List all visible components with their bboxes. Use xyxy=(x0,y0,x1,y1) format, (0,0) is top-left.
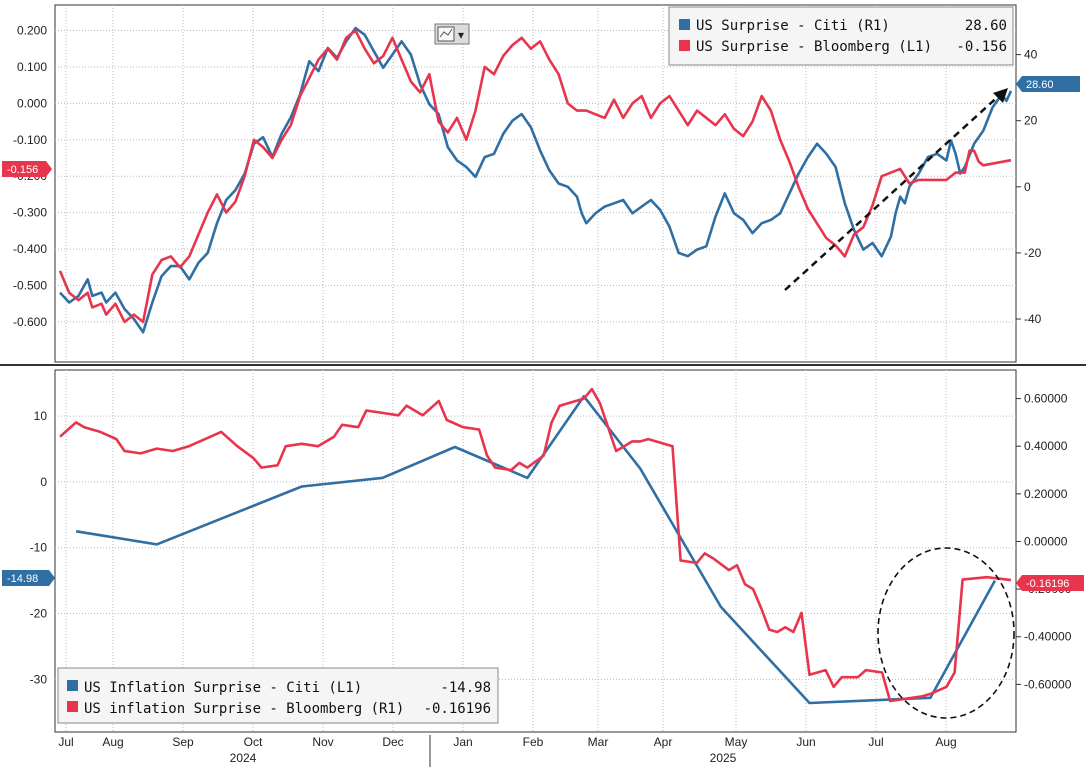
tag-bottom-left: -14.98 xyxy=(2,570,55,586)
trend-arrow xyxy=(784,92,1003,291)
right-axis-tick: 0.40000 xyxy=(1024,439,1068,453)
legend-entry-citi: US Surprise - Citi (R1) xyxy=(696,18,890,34)
month-label: Jul xyxy=(868,735,883,749)
legend-value-inflation-citi: -14.98 xyxy=(440,680,491,696)
highlight-ellipse xyxy=(877,547,1015,719)
series-line-0-0 xyxy=(59,26,1013,334)
right-axis-tick: 0 xyxy=(1024,180,1031,194)
series-line-1-1 xyxy=(59,387,1012,703)
month-label: Mar xyxy=(588,735,609,749)
right-axis-tick: -0.60000 xyxy=(1024,677,1072,691)
month-label: Nov xyxy=(312,735,333,749)
left-axis-tick: 0.100 xyxy=(17,60,47,74)
legend-entry-bloomberg: US Surprise - Bloomberg (L1) xyxy=(696,39,932,55)
svg-text:-0.16196: -0.16196 xyxy=(1026,578,1069,590)
right-axis-tick: -0.40000 xyxy=(1024,630,1072,644)
tag-bottom-right: -0.16196 xyxy=(1016,575,1084,591)
left-axis-tick: -10 xyxy=(30,541,48,555)
month-label: Aug xyxy=(102,735,123,749)
left-axis-tick: -30 xyxy=(30,672,48,686)
month-label: Jun xyxy=(796,735,815,749)
top-legend: US Surprise - Citi (R1) 28.60 US Surpris… xyxy=(668,6,1014,66)
right-axis-tick: -20 xyxy=(1024,246,1042,260)
legend-value-citi: 28.60 xyxy=(965,18,1007,34)
series-line-0-1 xyxy=(58,29,1012,324)
svg-text:-14.98: -14.98 xyxy=(7,573,38,585)
legend-value-inflation-bloomberg: -0.16196 xyxy=(424,701,491,717)
month-label: Jul xyxy=(58,735,73,749)
left-axis-tick: -0.100 xyxy=(13,133,47,147)
trend-arrowhead xyxy=(993,88,1008,103)
panel-frame-0 xyxy=(54,4,1017,363)
year-label: 2025 xyxy=(710,751,737,765)
svg-text:▾: ▾ xyxy=(458,28,464,42)
right-axis-tick: 20 xyxy=(1024,114,1038,128)
right-axis-tick: 0.00000 xyxy=(1024,534,1068,548)
year-label: 2024 xyxy=(230,751,257,765)
tag-top-left: -0.156 xyxy=(2,161,52,177)
month-label: Apr xyxy=(654,735,673,749)
left-axis-tick: -0.400 xyxy=(13,242,47,256)
month-label: May xyxy=(725,735,748,749)
left-axis-tick: 10 xyxy=(34,409,48,423)
series-line-1-0 xyxy=(75,394,997,705)
panel-frame-1 xyxy=(54,369,1017,733)
right-axis-tick: 0.20000 xyxy=(1024,487,1068,501)
tag-top-right: 28.60 xyxy=(1016,76,1080,92)
legend-value-bloomberg: -0.156 xyxy=(956,39,1007,55)
left-axis-tick: 0 xyxy=(40,475,47,489)
bottom-legend: US Inflation Surprise - Citi (L1) -14.98… xyxy=(57,667,499,724)
svg-text:28.60: 28.60 xyxy=(1026,79,1054,91)
month-label: Oct xyxy=(244,735,263,749)
left-axis-tick: -0.500 xyxy=(13,279,47,293)
left-axis-tick: -0.600 xyxy=(13,315,47,329)
month-label: Feb xyxy=(523,735,544,749)
left-axis-tick: -20 xyxy=(30,607,48,621)
left-axis-tick: -0.300 xyxy=(13,206,47,220)
left-axis-tick: 0.000 xyxy=(17,96,47,110)
month-label: Jan xyxy=(453,735,472,749)
right-axis-tick: -40 xyxy=(1024,312,1042,326)
svg-text:-0.156: -0.156 xyxy=(7,164,38,176)
legend-entry-inflation-bloomberg: US inflation Surprise - Bloomberg (R1) xyxy=(84,701,404,717)
legend-entry-inflation-citi: US Inflation Surprise - Citi (L1) xyxy=(84,680,362,696)
month-label: Aug xyxy=(935,735,956,749)
chart-type-button[interactable]: ▾ xyxy=(434,23,470,45)
month-label: Sep xyxy=(172,735,194,749)
right-axis-tick: 0.60000 xyxy=(1024,392,1068,406)
month-label: Dec xyxy=(382,735,403,749)
right-axis-tick: 40 xyxy=(1024,48,1038,62)
left-axis-tick: 0.200 xyxy=(17,24,47,38)
